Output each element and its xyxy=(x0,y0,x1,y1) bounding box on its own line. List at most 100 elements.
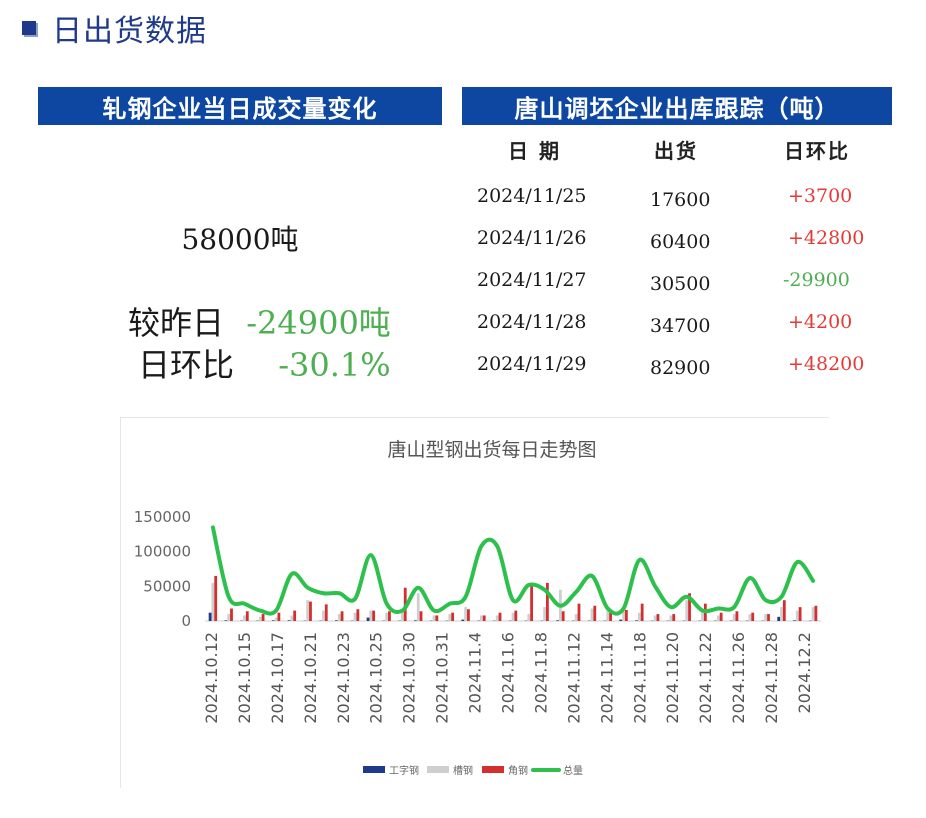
legend-label: 槽钢 xyxy=(453,764,473,777)
x-tick-label: 2024.11.18 xyxy=(630,632,649,724)
row-date: 2024/11/27 xyxy=(477,269,587,291)
bar-角钢 xyxy=(356,609,360,621)
square-bullet-icon xyxy=(22,21,36,35)
y-tick-label: 100000 xyxy=(134,543,191,561)
bar-角钢 xyxy=(767,614,770,621)
x-tick-label: 2024.11.12 xyxy=(564,632,583,724)
bar-角钢 xyxy=(245,611,249,621)
x-tick-label: 2024.11.28 xyxy=(762,632,781,724)
bar-工字钢 xyxy=(335,620,338,621)
bar-工字钢 xyxy=(271,620,275,621)
bar-角钢 xyxy=(340,611,344,621)
x-tick-label: 2024.10.23 xyxy=(334,632,353,724)
x-tick-label: 2024.11.14 xyxy=(597,632,616,724)
bar-槽钢 xyxy=(401,612,404,621)
bar-角钢 xyxy=(593,605,597,621)
bar-角钢 xyxy=(577,603,581,621)
bar-槽钢 xyxy=(701,610,704,621)
bar-槽钢 xyxy=(385,612,389,621)
row-shipment: 34700 xyxy=(650,315,711,337)
bar-角钢 xyxy=(214,575,218,621)
vs-yesterday-label: 较昨日 xyxy=(128,304,225,342)
bar-角钢 xyxy=(656,614,660,621)
daily-volume: 58000吨 xyxy=(181,223,299,256)
bar-槽钢 xyxy=(637,612,641,621)
row-date: 2024/11/26 xyxy=(477,227,587,249)
legend-swatch-槽钢 xyxy=(427,766,449,773)
legend-label: 角钢 xyxy=(508,764,528,777)
bar-角钢 xyxy=(609,612,612,621)
row-shipment: 82900 xyxy=(650,357,711,379)
bar-槽钢 xyxy=(495,615,499,621)
chart-svg: 唐山型钢出货每日走势图 0 50000 100000 150000 2024.10.12 2… xyxy=(134,439,821,777)
row-change: +3700 xyxy=(788,185,853,207)
bar-角钢 xyxy=(640,603,644,621)
dod-value: -30.1% xyxy=(278,346,391,384)
bar-槽钢 xyxy=(322,610,325,621)
x-tick-label: 2024.10.30 xyxy=(400,632,419,724)
bar-槽钢 xyxy=(606,610,610,621)
bar-工字钢 xyxy=(635,620,638,621)
row-date: 2024/11/25 xyxy=(477,185,587,207)
bar-角钢 xyxy=(672,614,676,621)
bar-角钢 xyxy=(419,611,423,621)
bar-槽钢 xyxy=(416,593,420,621)
col-header-shipment: 出货 xyxy=(654,139,698,163)
bar-槽钢 xyxy=(511,612,515,621)
x-tick-label: 2024.11.20 xyxy=(663,632,682,724)
bar-槽钢 xyxy=(622,609,625,621)
bar-角钢 xyxy=(782,600,786,621)
bar-槽钢 xyxy=(306,600,310,621)
row-change: +42800 xyxy=(788,227,865,249)
bar-工字钢 xyxy=(556,620,559,621)
bar-槽钢 xyxy=(780,607,783,621)
bar-角钢 xyxy=(293,610,297,621)
bar-槽钢 xyxy=(353,612,357,621)
page-title: 日出货数据 xyxy=(52,14,207,49)
bar-角钢 xyxy=(545,582,549,621)
x-tick-label: 2024.11.8 xyxy=(531,632,550,713)
bar-工字钢 xyxy=(793,620,796,621)
volume-summary: 58000吨 较昨日 -24900吨 日环比 -30.1% xyxy=(38,130,442,400)
bar-槽钢 xyxy=(669,615,673,621)
row-date: 2024/11/29 xyxy=(477,353,587,375)
bar-槽钢 xyxy=(243,615,246,621)
bar-角钢 xyxy=(751,612,755,621)
x-tick-label: 2024.10.17 xyxy=(268,632,287,724)
y-tick-label: 150000 xyxy=(134,508,191,526)
bar-角钢 xyxy=(324,604,328,621)
legend-label: 总量 xyxy=(563,764,583,777)
x-tick-label: 2024.10.15 xyxy=(235,632,254,724)
bar-槽钢 xyxy=(716,615,720,621)
chart-title: 唐山型钢出货每日走势图 xyxy=(387,439,596,461)
bar-槽钢 xyxy=(432,615,436,621)
bar-角钢 xyxy=(798,607,802,621)
bar-角钢 xyxy=(388,611,391,621)
bar-角钢 xyxy=(435,615,439,621)
bar-工字钢 xyxy=(208,612,212,621)
bar-角钢 xyxy=(467,609,470,621)
bar-槽钢 xyxy=(258,616,262,621)
bar-工字钢 xyxy=(777,616,781,621)
x-tick-label: 2024.11.22 xyxy=(696,632,715,724)
col-header-change: 日环比 xyxy=(784,139,850,163)
bar-槽钢 xyxy=(653,615,657,621)
bar-槽钢 xyxy=(574,614,578,621)
bar-角钢 xyxy=(814,605,818,621)
row-change: +48200 xyxy=(788,353,865,375)
bar-槽钢 xyxy=(227,614,231,621)
bar-槽钢 xyxy=(764,614,768,621)
bar-槽钢 xyxy=(464,607,468,621)
bar-槽钢 xyxy=(748,614,752,621)
y-tick-label: 0 xyxy=(181,612,191,630)
legend-swatch-角钢 xyxy=(482,766,504,773)
bar-槽钢 xyxy=(448,614,452,621)
x-tick-label: 2024.11.26 xyxy=(729,632,748,724)
vs-yesterday-row: 较昨日 -24900吨 xyxy=(128,298,391,344)
col-header-date: 日 期 xyxy=(508,139,561,163)
bar-角钢 xyxy=(482,615,486,621)
bar-角钢 xyxy=(735,611,739,621)
dod-label: 日环比 xyxy=(138,346,235,384)
bar-工字钢 xyxy=(461,619,465,621)
x-tick-label: 2024.10.31 xyxy=(433,632,452,724)
